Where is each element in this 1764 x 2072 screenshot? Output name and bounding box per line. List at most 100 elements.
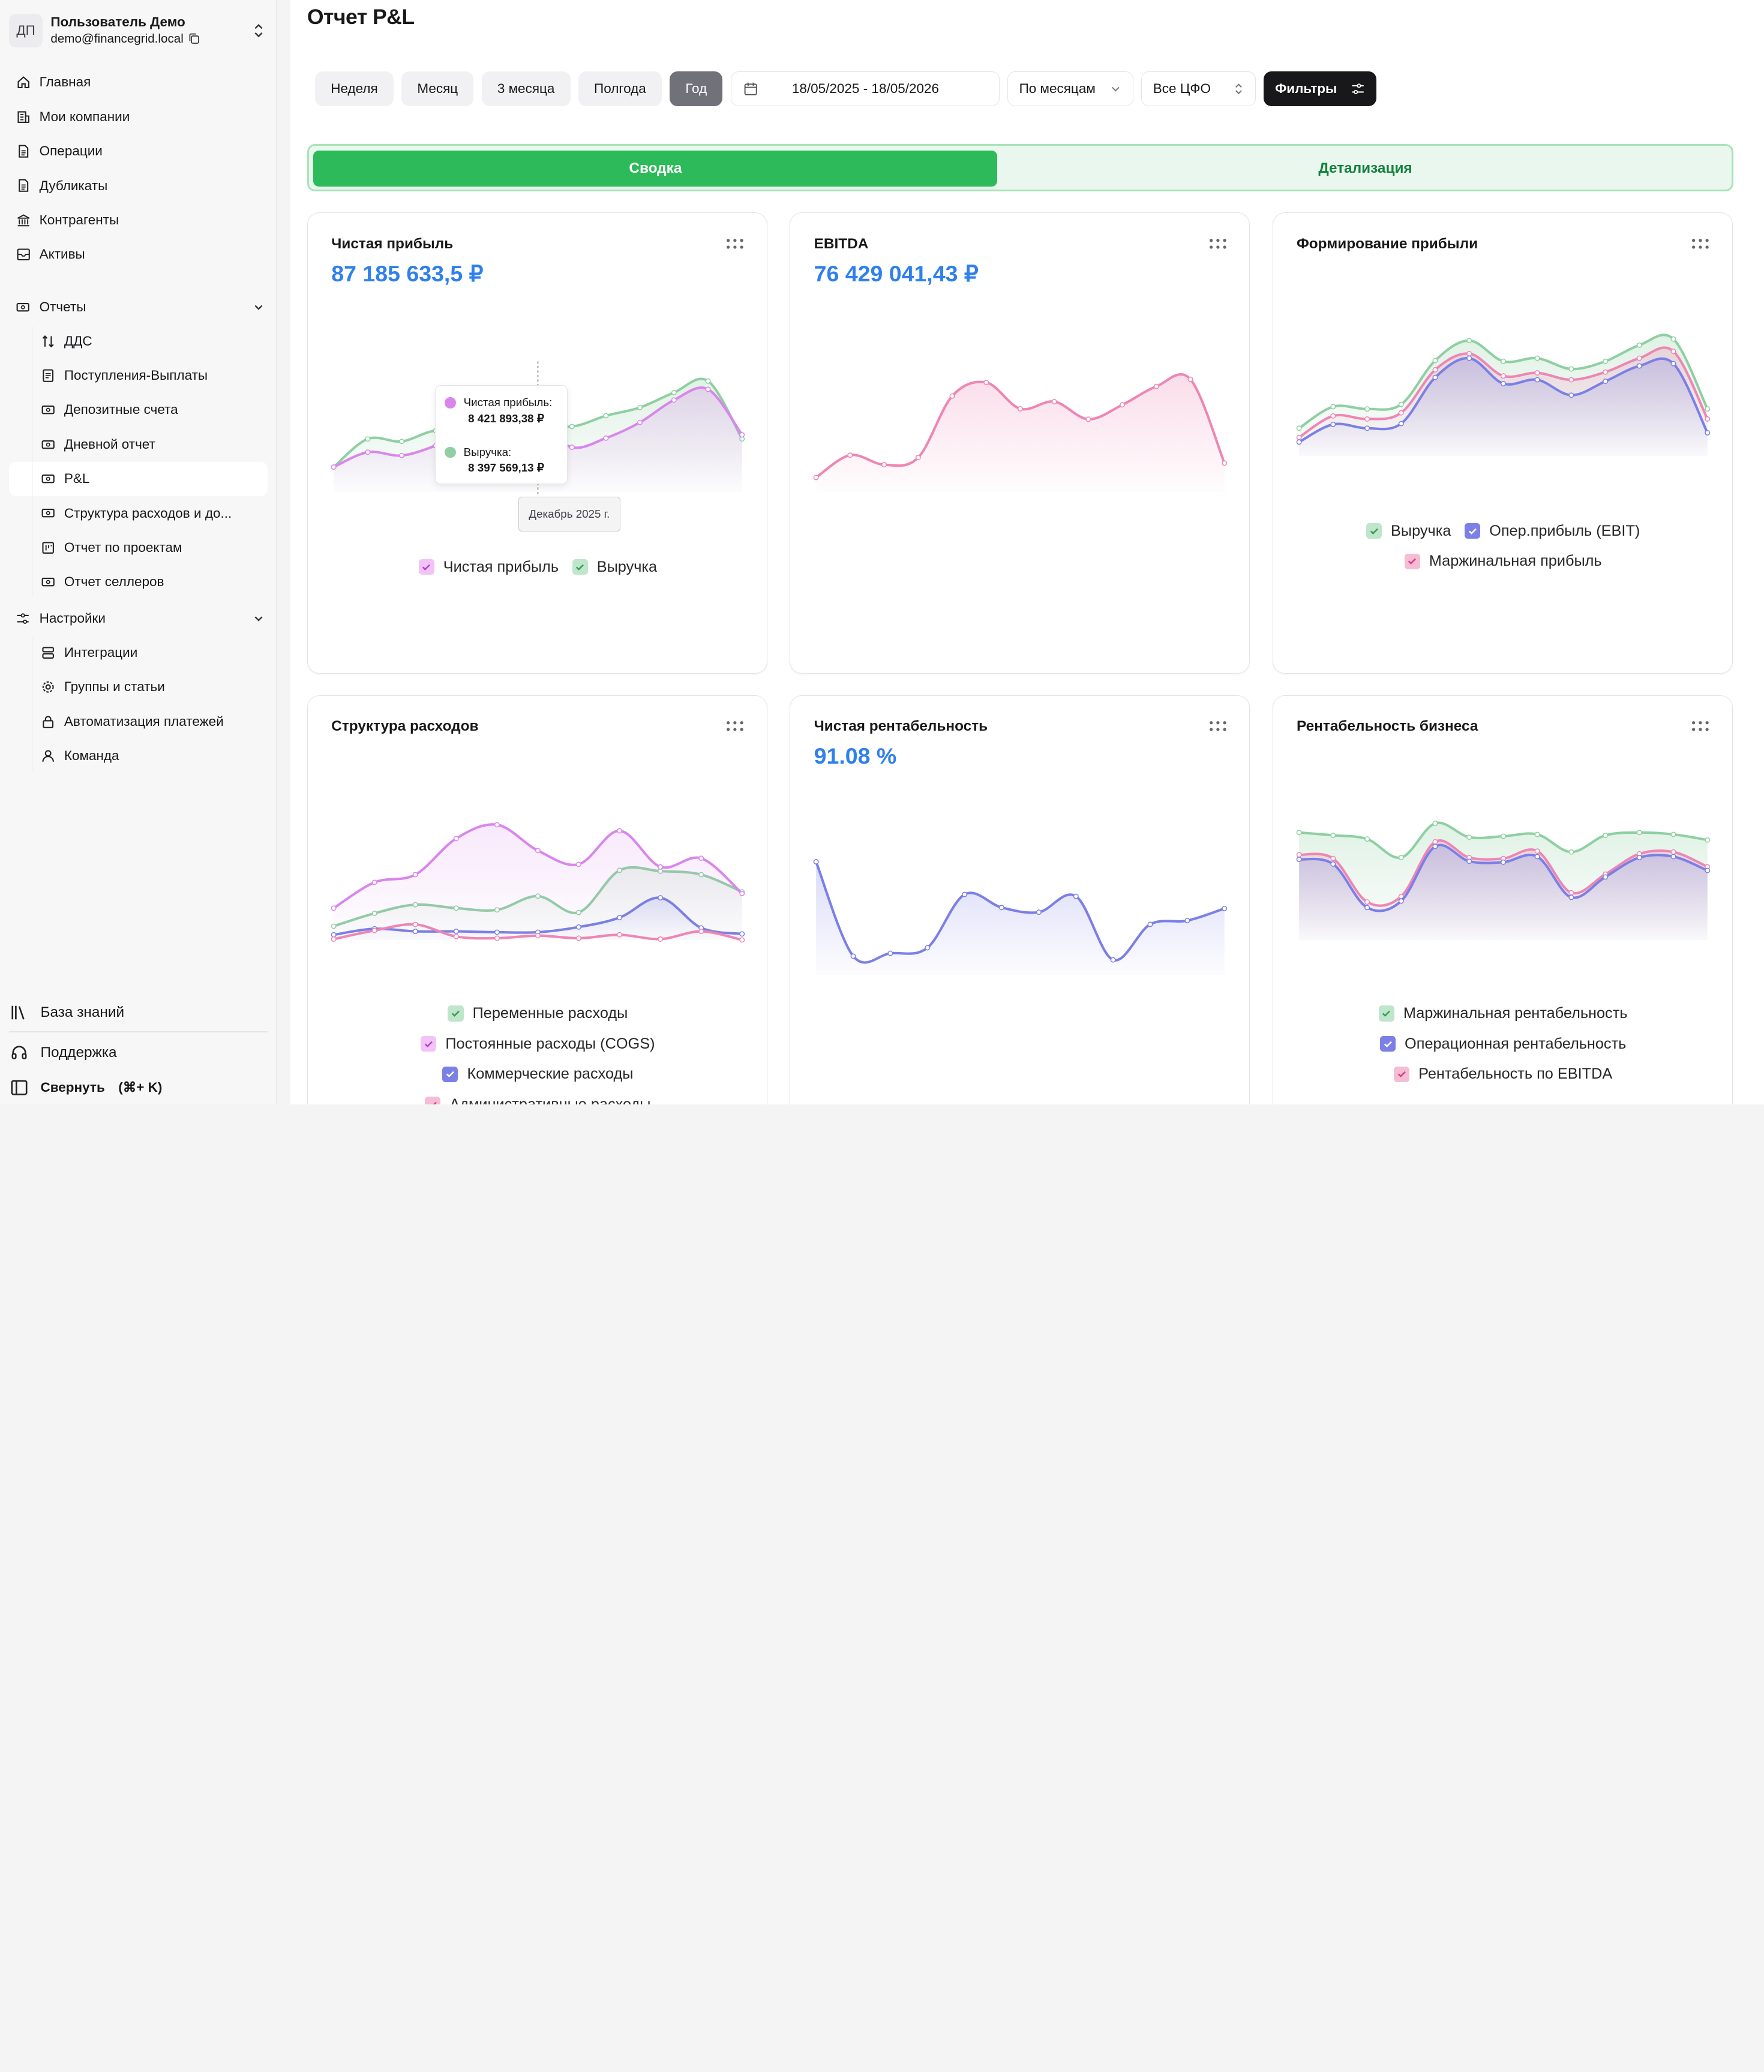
data-point[interactable] bbox=[331, 936, 337, 942]
sidebar-item-projects-report[interactable]: Отчет по проектам bbox=[9, 530, 268, 564]
data-point[interactable] bbox=[1602, 832, 1608, 838]
data-point[interactable] bbox=[365, 449, 371, 455]
data-point[interactable] bbox=[1568, 890, 1574, 896]
data-point[interactable] bbox=[881, 462, 887, 468]
knowledge-base-link[interactable]: База знаний bbox=[9, 995, 268, 1029]
data-point[interactable] bbox=[1670, 849, 1676, 855]
data-point[interactable] bbox=[535, 932, 541, 938]
period-halfyear-button[interactable]: Полгода bbox=[578, 71, 662, 107]
data-point[interactable] bbox=[705, 386, 711, 392]
data-point[interactable] bbox=[1466, 338, 1472, 344]
data-point[interactable] bbox=[637, 405, 643, 411]
data-point[interactable] bbox=[671, 397, 677, 403]
period-month-button[interactable]: Месяц bbox=[401, 71, 474, 107]
data-point[interactable] bbox=[1364, 836, 1370, 842]
data-point[interactable] bbox=[331, 464, 337, 470]
data-point[interactable] bbox=[1602, 379, 1608, 385]
sidebar-item-home[interactable]: Главная bbox=[9, 65, 268, 100]
data-point[interactable] bbox=[569, 424, 575, 430]
data-point[interactable] bbox=[398, 453, 404, 459]
data-point[interactable] bbox=[398, 439, 404, 445]
data-point[interactable] bbox=[331, 932, 337, 938]
data-point[interactable] bbox=[1330, 422, 1336, 428]
filters-button[interactable]: Фильтры bbox=[1264, 71, 1376, 107]
data-point[interactable] bbox=[1500, 373, 1506, 379]
sidebar-item-groups[interactable]: Группы и статьи bbox=[9, 670, 268, 704]
sidebar-item-team[interactable]: Команда bbox=[9, 739, 268, 773]
data-point[interactable] bbox=[365, 436, 371, 442]
data-point[interactable] bbox=[1398, 421, 1404, 427]
data-point[interactable] bbox=[850, 953, 856, 959]
data-point[interactable] bbox=[1704, 837, 1710, 843]
more-options-icon[interactable] bbox=[1208, 238, 1228, 250]
data-point[interactable] bbox=[1296, 435, 1302, 441]
legend-item-revenue[interactable]: Выручка bbox=[1366, 522, 1451, 540]
data-point[interactable] bbox=[1500, 859, 1506, 865]
data-point[interactable] bbox=[1018, 406, 1024, 412]
data-point[interactable] bbox=[603, 413, 609, 419]
data-point[interactable] bbox=[1051, 399, 1057, 405]
data-point[interactable] bbox=[962, 891, 968, 897]
data-point[interactable] bbox=[575, 924, 581, 930]
data-point[interactable] bbox=[535, 848, 541, 854]
data-point[interactable] bbox=[1330, 404, 1336, 410]
data-point[interactable] bbox=[1364, 425, 1370, 431]
data-point[interactable] bbox=[1500, 381, 1506, 387]
data-point[interactable] bbox=[813, 475, 819, 481]
data-point[interactable] bbox=[1568, 849, 1574, 855]
legend-item-ebit[interactable]: Опер.прибыль (EBIT) bbox=[1464, 522, 1640, 540]
data-point[interactable] bbox=[1398, 854, 1404, 860]
data-point[interactable] bbox=[1330, 832, 1336, 838]
data-point[interactable] bbox=[739, 937, 745, 943]
data-point[interactable] bbox=[887, 950, 893, 956]
data-point[interactable] bbox=[705, 379, 711, 385]
more-options-icon[interactable] bbox=[725, 720, 745, 732]
sidebar-item-deposits[interactable]: Депозитные счета bbox=[9, 393, 268, 427]
data-point[interactable] bbox=[1432, 367, 1438, 373]
sidebar-item-income-payments[interactable]: Поступления-Выплаты bbox=[9, 358, 268, 392]
period-year-button[interactable]: Год bbox=[670, 71, 723, 107]
data-point[interactable] bbox=[1704, 416, 1710, 422]
data-point[interactable] bbox=[1534, 370, 1540, 376]
user-switcher[interactable]: ДП Пользователь Демо demo@financegrid.lo… bbox=[9, 9, 268, 52]
more-options-icon[interactable] bbox=[1690, 238, 1711, 250]
data-point[interactable] bbox=[453, 928, 459, 934]
data-point[interactable] bbox=[1330, 413, 1336, 419]
data-point[interactable] bbox=[657, 936, 663, 942]
data-point[interactable] bbox=[1602, 370, 1608, 376]
data-point[interactable] bbox=[739, 890, 745, 896]
period-3months-button[interactable]: 3 месяца bbox=[481, 71, 571, 107]
sidebar-item-integrations[interactable]: Интеграции bbox=[9, 635, 268, 669]
legend-item-commercial-costs[interactable]: Коммерческие расходы bbox=[442, 1065, 633, 1083]
tab-details[interactable]: Детализация bbox=[1318, 160, 1412, 176]
data-point[interactable] bbox=[1330, 861, 1336, 867]
data-point[interactable] bbox=[1432, 839, 1438, 845]
data-point[interactable] bbox=[1534, 356, 1540, 362]
data-point[interactable] bbox=[1670, 854, 1676, 860]
data-point[interactable] bbox=[1364, 406, 1370, 412]
legend-item-margin-profitability[interactable]: Маржинальная рентабельность bbox=[1378, 1005, 1627, 1022]
data-point[interactable] bbox=[1704, 430, 1710, 436]
data-point[interactable] bbox=[1602, 874, 1608, 880]
sidebar-item-dds[interactable]: ДДС bbox=[9, 324, 268, 358]
data-point[interactable] bbox=[575, 861, 581, 867]
sidebar-item-operations[interactable]: Операции bbox=[9, 134, 268, 169]
tab-summary[interactable]: Сводка bbox=[313, 150, 998, 187]
data-point[interactable] bbox=[616, 932, 622, 938]
sidebar-item-companies[interactable]: Мои компании bbox=[9, 100, 268, 134]
data-point[interactable] bbox=[1432, 820, 1438, 826]
data-point[interactable] bbox=[494, 935, 500, 941]
legend-item-operating-profitability[interactable]: Операционная рентабельность bbox=[1379, 1035, 1626, 1053]
data-point[interactable] bbox=[1704, 867, 1710, 873]
legend-item-fixed-costs[interactable]: Постоянные расходы (COGS) bbox=[421, 1035, 655, 1053]
data-point[interactable] bbox=[1500, 833, 1506, 839]
data-point[interactable] bbox=[412, 921, 418, 927]
data-point[interactable] bbox=[616, 914, 622, 920]
data-point[interactable] bbox=[1187, 377, 1193, 383]
data-point[interactable] bbox=[1466, 351, 1472, 357]
data-point[interactable] bbox=[371, 879, 377, 885]
data-point[interactable] bbox=[412, 928, 418, 934]
data-point[interactable] bbox=[1296, 830, 1302, 836]
data-point[interactable] bbox=[331, 905, 337, 911]
data-point[interactable] bbox=[1222, 905, 1228, 911]
